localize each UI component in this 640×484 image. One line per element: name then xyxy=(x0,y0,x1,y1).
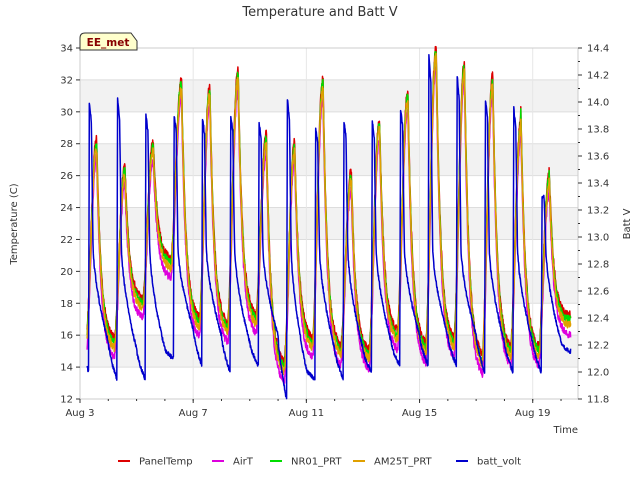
right-axis-tick-label: 13.6 xyxy=(587,152,609,163)
x-axis-tick-label: Aug 11 xyxy=(289,408,324,419)
site-badge: EE_met xyxy=(79,32,138,51)
right-axis-tick-label: 12.0 xyxy=(587,368,609,379)
left-axis: 12 14 16 18 20 22 24 26 28 30 32 34 xyxy=(60,44,80,406)
background-band xyxy=(80,207,578,240)
legend-label-batt-volt: batt_volt xyxy=(477,457,521,468)
right-axis-tick-label: 13.2 xyxy=(587,206,609,217)
y-axis-label-right: Batt V xyxy=(622,208,633,239)
left-axis-tick-label: 18 xyxy=(60,299,73,310)
left-axis-tick-label: 20 xyxy=(60,267,73,278)
left-axis-tick-label: 24 xyxy=(60,203,73,214)
right-axis-tick-label: 11.8 xyxy=(587,395,609,406)
right-axis-tick-label: 13.8 xyxy=(587,125,609,136)
site-badge-box xyxy=(79,32,138,51)
x-axis-tick-label: Aug 3 xyxy=(65,408,94,419)
left-axis-tick-label: 30 xyxy=(60,107,73,118)
right-axis-tick-label: 12.6 xyxy=(587,287,609,298)
x-axis: Aug 3 Aug 7 Aug 11 Aug 15 Aug 19 xyxy=(65,399,562,419)
x-axis-tick-label: Aug 15 xyxy=(402,408,437,419)
legend-label-paneltemp: PanelTemp xyxy=(139,457,193,468)
chart-title: Temperature and Batt V xyxy=(241,5,397,20)
left-axis-tick-label: 28 xyxy=(60,139,73,150)
right-axis-tick-label: 13.4 xyxy=(587,179,609,190)
left-axis-tick-label: 16 xyxy=(60,331,73,342)
legend-label-am25t-prt: AM25T_PRT xyxy=(374,457,433,468)
right-axis: 11.8 12.0 12.2 12.4 12.6 12.8 13.0 13.2 13.4 13.6… xyxy=(578,44,609,406)
x-axis-tick-label: Aug 7 xyxy=(179,408,208,419)
left-axis-tick-label: 32 xyxy=(60,75,73,86)
legend: PanelTemp AirT NR01_PRT AM25T_PRT batt_volt xyxy=(118,457,521,468)
right-axis-tick-label: 12.2 xyxy=(587,341,609,352)
right-axis-tick-label: 13.0 xyxy=(587,233,609,244)
right-axis-tick-label: 12.8 xyxy=(587,260,609,271)
x-axis-tick-label: Aug 19 xyxy=(515,408,550,419)
left-axis-tick-label: 12 xyxy=(60,395,73,406)
series-layer xyxy=(86,45,572,400)
left-axis-tick-label: 14 xyxy=(60,363,73,374)
background-band xyxy=(80,79,578,112)
series-line-am25t-prt xyxy=(86,52,572,376)
left-axis-tick-label: 22 xyxy=(60,235,73,246)
left-axis-tick-label: 26 xyxy=(60,171,73,182)
right-axis-tick-label: 14.4 xyxy=(587,44,609,55)
right-axis-tick-label: 14.0 xyxy=(587,98,609,109)
right-axis-tick-label: 12.4 xyxy=(587,314,609,325)
y-axis-label-left: Temperature (C) xyxy=(9,183,20,265)
right-axis-tick-label: 14.2 xyxy=(587,71,609,82)
legend-label-airt: AirT xyxy=(233,457,254,468)
x-axis-label: Time xyxy=(553,425,578,436)
site-badge-label: EE_met xyxy=(87,37,130,49)
legend-label-nr01-prt: NR01_PRT xyxy=(291,457,342,468)
left-axis-tick-label: 34 xyxy=(60,44,73,55)
series-line-batt-volt xyxy=(86,54,572,400)
